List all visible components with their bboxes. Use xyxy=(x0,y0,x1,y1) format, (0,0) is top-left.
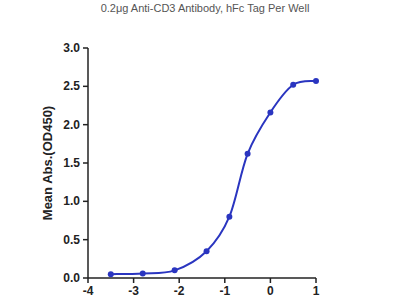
x-tick xyxy=(315,278,317,283)
y-axis-label: Mean Abs.(OD450) xyxy=(40,106,55,220)
data-point xyxy=(226,214,232,220)
x-axis-line xyxy=(88,277,316,279)
y-tick xyxy=(83,162,88,164)
x-tick-label: -2 xyxy=(174,284,185,298)
y-tick-label: 2.0 xyxy=(63,118,80,132)
data-point xyxy=(108,271,114,277)
data-point xyxy=(140,270,146,276)
y-tick xyxy=(83,201,88,203)
data-point xyxy=(290,82,296,88)
y-tick xyxy=(83,239,88,241)
data-point xyxy=(267,109,273,115)
data-point xyxy=(245,151,251,157)
data-point xyxy=(172,267,178,273)
x-tick xyxy=(270,278,272,283)
y-tick xyxy=(83,86,88,88)
plot-area xyxy=(108,78,319,277)
y-tick-label: 3.0 xyxy=(63,41,80,55)
series-line xyxy=(111,81,316,274)
data-point xyxy=(313,78,319,84)
x-tick-label: -1 xyxy=(219,284,230,298)
y-tick-label: 0.5 xyxy=(63,233,80,247)
x-tick xyxy=(178,278,180,283)
x-tick-label: 1 xyxy=(313,284,320,298)
y-tick-label: 1.5 xyxy=(63,156,80,170)
y-tick-label: 0.0 xyxy=(63,271,80,285)
data-point xyxy=(204,248,210,254)
title: 0.2μg Anti-CD3 Antibody, hFc Tag Per Wel… xyxy=(101,2,310,14)
y-tick-label: 2.5 xyxy=(63,79,80,93)
x-tick-label: 0 xyxy=(267,284,274,298)
x-tick xyxy=(87,278,89,283)
y-tick xyxy=(83,124,88,126)
x-tick xyxy=(133,278,135,283)
chart: 0.2μg Anti-CD3 Antibody, hFc Tag Per Wel… xyxy=(0,0,400,300)
y-tick xyxy=(83,47,88,49)
x-tick xyxy=(224,278,226,283)
x-tick-label: -4 xyxy=(83,284,94,298)
y-tick-label: 1.0 xyxy=(63,194,80,208)
x-tick-label: -3 xyxy=(128,284,139,298)
